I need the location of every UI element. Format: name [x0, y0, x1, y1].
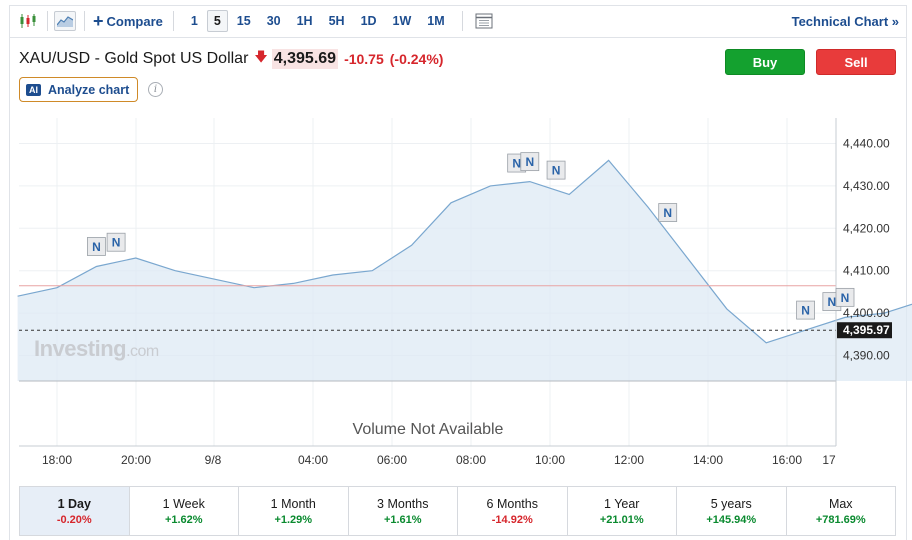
x-tick-label: 9/8 [205, 453, 222, 467]
x-tick-label: 18:00 [42, 453, 72, 467]
x-tick-label: 20:00 [121, 453, 151, 467]
x-tick-label: 10:00 [535, 453, 565, 467]
y-tick-label: 4,410.00 [843, 264, 890, 278]
news-marker-label: N [663, 206, 672, 220]
investing-watermark: Investing.com [34, 336, 159, 361]
last-price-tag-label: 4,395.97 [843, 323, 890, 337]
compare-label: Compare [106, 13, 163, 29]
news-marker[interactable] [658, 203, 678, 222]
news-marker-label: N [512, 157, 521, 171]
technical-chart-link[interactable]: Technical Chart » [791, 13, 899, 29]
price-area-fill [17, 160, 912, 381]
performance-periods: 1 Day -0.20% 1 Week +1.62% 1 Month +1.29% 3 Mo… [19, 486, 896, 536]
chart-toolbar: + Compare 1 5 15 30 1H 5H 1D 1W 1M Technical Cha… [9, 5, 907, 38]
y-tick-label: 4,420.00 [843, 221, 890, 235]
news-marker-label: N [112, 236, 121, 250]
ai-icon: AI [26, 83, 41, 96]
down-arrow-icon: 🡇 [254, 49, 268, 64]
period-label: 6 Months [486, 496, 538, 511]
toolbar-separator [84, 11, 85, 31]
period-1-year[interactable]: 1 Year +21.01% [568, 487, 677, 535]
period-change: +145.94% [706, 513, 757, 526]
news-marker[interactable] [87, 237, 106, 256]
interval-selector: 1 5 15 30 1H 5H 1D 1W 1M [184, 10, 452, 32]
news-marker-label: N [828, 295, 837, 309]
news-marker-label: N [552, 164, 561, 178]
interval-1m[interactable]: 1M [427, 14, 445, 28]
sell-button[interactable]: Sell [816, 49, 896, 75]
x-tick-label: 12:00 [614, 453, 644, 467]
toolbar-separator [461, 11, 463, 31]
chart-widget-frame [9, 5, 907, 540]
interval-5[interactable]: 5 [206, 10, 228, 32]
y-tick-label: 4,400.00 [843, 306, 890, 320]
period-change: +781.69% [815, 513, 866, 526]
period-label: 3 Months [377, 496, 429, 511]
period-label: 1 Month [270, 496, 316, 511]
x-tick-label: 14:00 [693, 453, 723, 467]
period-max[interactable]: Max +781.69% [787, 487, 896, 535]
period-3-months[interactable]: 3 Months +1.61% [349, 487, 458, 535]
price-change-percent: (-0.24%) [389, 51, 444, 67]
last-price-tag [837, 322, 892, 339]
x-tick-label: 04:00 [298, 453, 328, 467]
plus-icon: + [93, 11, 104, 31]
period-label: 1 Week [162, 496, 205, 511]
news-marker[interactable] [106, 232, 126, 252]
period-1-week[interactable]: 1 Week +1.62% [130, 487, 239, 535]
news-marker-label: N [92, 240, 101, 254]
area-chart-icon[interactable] [54, 11, 76, 31]
period-5-years[interactable]: 5 years +145.94% [677, 487, 787, 535]
analyze-chart-label: Analyze chart [48, 82, 130, 97]
period-1-month[interactable]: 1 Month +1.29% [239, 487, 349, 535]
volume-not-available: Volume Not Available [352, 421, 504, 438]
news-marker[interactable] [835, 287, 855, 307]
y-tick-label: 4,390.00 [843, 349, 890, 363]
interval-30[interactable]: 30 [266, 14, 281, 28]
period-change: -14.92% [491, 513, 533, 526]
interval-1w[interactable]: 1W [392, 14, 412, 28]
toolbar-separator [47, 11, 48, 31]
instrument-header: XAU/USD - Gold Spot US Dollar 🡇 4,395.69… [19, 48, 443, 70]
news-marker[interactable] [520, 152, 540, 172]
x-tick-label: 16:00 [772, 453, 802, 467]
toolbar-separator [172, 11, 174, 31]
period-6-months[interactable]: 6 Months -14.92% [458, 487, 568, 535]
x-tick-label: 08:00 [456, 453, 486, 467]
y-tick-label: 4,430.00 [843, 179, 890, 193]
period-1-day[interactable]: 1 Day -0.20% [20, 487, 130, 535]
period-label: Max [828, 496, 853, 511]
analyze-chart-button[interactable]: AI Analyze chart [19, 77, 139, 102]
interval-1[interactable]: 1 [190, 14, 198, 28]
price-change: -10.75 [344, 51, 384, 67]
x-tick-label: 17 [822, 453, 836, 467]
x-tick-label: 06:00 [377, 453, 407, 467]
news-marker[interactable] [546, 160, 566, 180]
interval-1d[interactable]: 1D [360, 14, 377, 28]
news-marker-label: N [525, 155, 534, 169]
period-label: 1 Year [604, 496, 640, 511]
period-change: +1.61% [383, 513, 422, 526]
period-change: +1.62% [164, 513, 203, 526]
candlestick-icon[interactable] [15, 9, 41, 33]
news-marker[interactable] [796, 300, 815, 320]
calendar-icon[interactable] [471, 9, 497, 33]
period-change: +1.29% [274, 513, 313, 526]
buy-button[interactable]: Buy [725, 49, 805, 75]
news-marker-label: N [841, 291, 850, 305]
interval-1h[interactable]: 1H [296, 14, 313, 28]
interval-5h[interactable]: 5H [328, 14, 345, 28]
period-label: 1 Day [57, 496, 91, 511]
period-change: -0.20% [56, 513, 92, 526]
last-price: 4,395.69 [271, 49, 339, 69]
instrument-title: XAU/USD - Gold Spot US Dollar [19, 50, 249, 67]
compare-button[interactable]: + Compare [93, 12, 163, 30]
news-marker-label: N [801, 304, 810, 318]
y-tick-label: 4,440.00 [843, 136, 890, 150]
period-change: +21.01% [599, 513, 644, 526]
info-icon[interactable]: i [148, 82, 163, 97]
period-label: 5 years [710, 496, 752, 511]
interval-15[interactable]: 15 [236, 14, 251, 28]
